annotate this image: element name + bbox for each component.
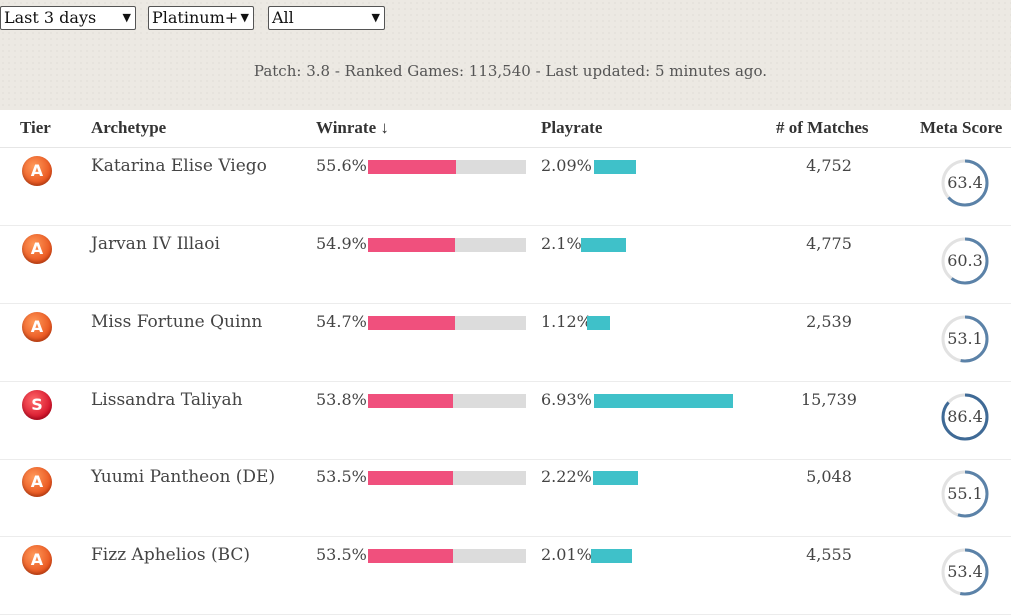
meta-score-ring: 60.3 <box>940 236 990 286</box>
header-archetype[interactable]: Archetype <box>91 118 167 137</box>
playrate-bar <box>593 471 638 485</box>
archetype-name[interactable]: Lissandra Taliyah <box>91 390 243 410</box>
table-row[interactable]: S Lissandra Taliyah 53.8% 6.93% 15,739 8… <box>0 382 1011 460</box>
playrate-bar <box>581 238 626 252</box>
region-value: All <box>272 8 294 27</box>
playrate-value: 6.93% <box>541 390 592 409</box>
chevron-down-icon: ▼ <box>240 11 249 24</box>
tier-badge: A <box>22 312 52 342</box>
header-winrate[interactable]: Winrate ↓ <box>316 118 389 137</box>
meta-score-value: 55.1 <box>947 484 983 503</box>
winrate-bar-fill <box>368 471 453 485</box>
archetype-name[interactable]: Jarvan IV Illaoi <box>91 234 220 254</box>
winrate-value: 53.5% <box>316 467 367 486</box>
header-matches[interactable]: # of Matches <box>776 118 869 137</box>
playrate-value: 2.01% <box>541 545 592 564</box>
meta-score-gauge <box>941 470 989 518</box>
meta-score-gauge <box>941 237 989 285</box>
matches-value: 5,048 <box>806 467 852 486</box>
meta-score-gauge <box>941 548 989 596</box>
header-playrate[interactable]: Playrate <box>541 118 603 137</box>
tier-badge: A <box>22 467 52 497</box>
winrate-bar <box>368 394 526 408</box>
playrate-value: 1.12% <box>541 312 592 331</box>
playrate-value: 2.1% <box>541 234 582 253</box>
winrate-bar <box>368 316 526 330</box>
playrate-value: 2.22% <box>541 467 592 486</box>
winrate-value: 54.7% <box>316 312 367 331</box>
patch-info: Patch: 3.8 - Ranked Games: 113,540 - Las… <box>253 62 768 80</box>
meta-score-ring: 53.1 <box>940 314 990 364</box>
table-row[interactable]: A Fizz Aphelios (BC) 53.5% 2.01% 4,555 5… <box>0 537 1011 615</box>
winrate-value: 54.9% <box>316 234 367 253</box>
winrate-value: 53.5% <box>316 545 367 564</box>
winrate-bar-fill <box>368 160 456 174</box>
archetype-name[interactable]: Miss Fortune Quinn <box>91 312 263 332</box>
winrate-value: 53.8% <box>316 390 367 409</box>
meta-score-gauge <box>941 393 989 441</box>
tier-badge: A <box>22 545 52 575</box>
winrate-value: 55.6% <box>316 156 367 175</box>
time-range-value: Last 3 days <box>4 8 97 27</box>
time-range-select[interactable]: Last 3 days ▼ <box>0 6 136 30</box>
winrate-bar <box>368 160 526 174</box>
archetype-name[interactable]: Katarina Elise Viego <box>91 156 267 176</box>
header-tier[interactable]: Tier <box>20 118 51 137</box>
matches-value: 2,539 <box>806 312 852 331</box>
chevron-down-icon: ▼ <box>122 11 131 24</box>
winrate-bar <box>368 238 526 252</box>
tier-badge: A <box>22 156 52 186</box>
meta-score-value: 86.4 <box>947 407 983 426</box>
playrate-bar <box>594 160 636 174</box>
header-meta-score[interactable]: Meta Score <box>920 118 1003 137</box>
tier-badge: A <box>22 234 52 264</box>
table-row[interactable]: A Jarvan IV Illaoi 54.9% 2.1% 4,775 60.3 <box>0 226 1011 304</box>
archetype-name[interactable]: Yuumi Pantheon (DE) <box>91 467 276 487</box>
playrate-bar <box>587 316 610 330</box>
table-row[interactable]: A Miss Fortune Quinn 54.7% 1.12% 2,539 5… <box>0 304 1011 382</box>
chevron-down-icon: ▼ <box>371 11 380 24</box>
matches-value: 4,555 <box>806 545 852 564</box>
playrate-bar <box>591 549 632 563</box>
rank-value: Platinum+ <box>152 8 239 27</box>
meta-score-value: 53.4 <box>947 562 983 581</box>
table-row[interactable]: A Katarina Elise Viego 55.6% 2.09% 4,752… <box>0 148 1011 226</box>
rank-select[interactable]: Platinum+ ▼ <box>148 6 254 30</box>
table-row[interactable]: A Yuumi Pantheon (DE) 53.5% 2.22% 5,048 … <box>0 459 1011 537</box>
meta-score-ring: 86.4 <box>940 392 990 442</box>
meta-score-ring: 63.4 <box>940 158 990 208</box>
matches-value: 4,752 <box>806 156 852 175</box>
winrate-bar <box>368 549 526 563</box>
meta-score-gauge <box>941 315 989 363</box>
meta-score-ring: 53.4 <box>940 547 990 597</box>
matches-value: 4,775 <box>806 234 852 253</box>
winrate-bar-fill <box>368 316 455 330</box>
winrate-bar <box>368 471 526 485</box>
meta-score-value: 53.1 <box>947 329 983 348</box>
meta-score-ring: 55.1 <box>940 469 990 519</box>
archetype-name[interactable]: Fizz Aphelios (BC) <box>91 545 251 565</box>
matches-value: 15,739 <box>801 390 857 409</box>
playrate-value: 2.09% <box>541 156 592 175</box>
winrate-bar-fill <box>368 238 455 252</box>
meta-score-value: 63.4 <box>947 173 983 192</box>
meta-score-value: 60.3 <box>947 251 983 270</box>
meta-score-gauge <box>941 159 989 207</box>
table-header: Tier Archetype Winrate ↓ Playrate # of M… <box>0 110 1011 148</box>
tier-badge: S <box>22 390 52 420</box>
winrate-bar-fill <box>368 549 453 563</box>
region-select[interactable]: All ▼ <box>268 6 385 30</box>
winrate-bar-fill <box>368 394 453 408</box>
playrate-bar <box>594 394 733 408</box>
